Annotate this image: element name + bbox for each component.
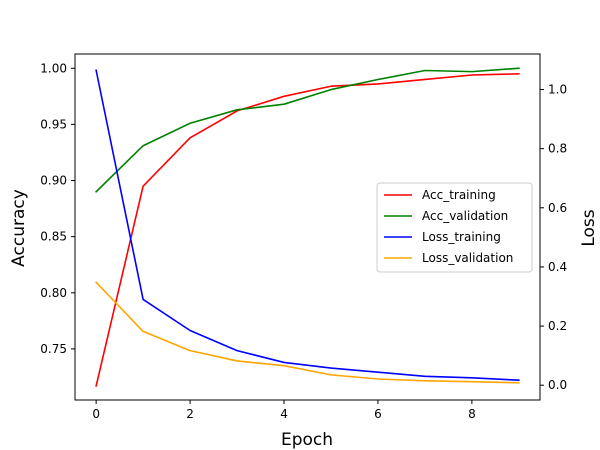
x-tick-label: 4 (280, 407, 288, 421)
series-layer (95, 67, 520, 387)
series-line-acc-validation (95, 67, 520, 193)
right-y-axis-title: Loss (579, 209, 599, 246)
axes-layer (74, 53, 541, 401)
legend: Acc_training Acc_validation Loss_training L… (376, 182, 533, 273)
x-tick-label: 2 (186, 407, 194, 421)
legend-label-loss-validation: Loss_validation (422, 251, 513, 265)
legend-label-loss-training: Loss_training (422, 230, 501, 244)
x-tick-label: 6 (374, 407, 382, 421)
right-y-tick-label: 0.0 (548, 378, 567, 392)
left-y-axis-title: Accuracy (9, 189, 29, 267)
series-line-acc-training (95, 73, 520, 387)
left-y-tick-label: 0.85 (40, 230, 67, 244)
legend-box (376, 182, 533, 273)
series-line-loss-training (95, 69, 520, 382)
right-y-tick-label: 0.6 (548, 201, 567, 215)
legend-label-acc-validation: Acc_validation (422, 209, 508, 223)
left-y-tick-label: 0.75 (40, 342, 67, 356)
ticks-layer: 0 2 4 6 8 0.75 0.80 0.85 0.90 0.95 1.00 0.0 0.2 0.4 0.… (40, 61, 567, 421)
x-axis-title: Epoch (281, 430, 333, 450)
right-y-tick-label: 0.4 (548, 260, 567, 274)
x-tick-label: 8 (468, 407, 476, 421)
plot-frame (74, 53, 541, 401)
right-y-tick-label: 1.0 (548, 82, 567, 96)
left-y-tick-label: 0.80 (40, 286, 67, 300)
legend-label-acc-training: Acc_training (422, 188, 496, 202)
right-y-tick-label: 0.8 (548, 142, 567, 156)
left-y-tick-label: 0.90 (40, 174, 67, 188)
right-y-tick-label: 0.2 (548, 319, 567, 333)
left-y-tick-label: 0.95 (40, 117, 67, 131)
series-line-loss-validation (95, 281, 520, 384)
left-y-tick-label: 1.00 (40, 61, 67, 75)
x-tick-label: 0 (92, 407, 100, 421)
